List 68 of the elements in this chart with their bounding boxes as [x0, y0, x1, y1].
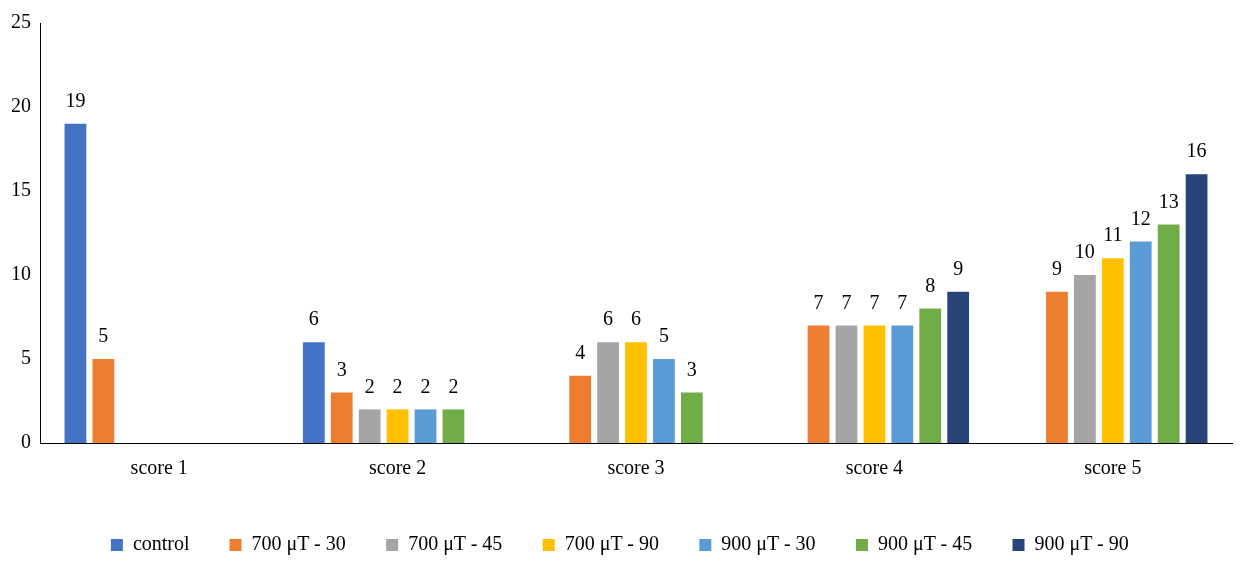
x-tick-label: score 3: [607, 456, 665, 479]
bar: [597, 342, 619, 443]
bar: [835, 325, 858, 443]
y-tick-label: 20: [11, 94, 31, 117]
data-label: 6: [308, 307, 319, 330]
bar: [64, 123, 87, 443]
data-label: 10: [1074, 240, 1095, 263]
data-label: 3: [336, 357, 347, 380]
bar: [92, 359, 115, 443]
bar: [386, 409, 409, 443]
bar: [330, 392, 353, 443]
data-label: 13: [1158, 189, 1179, 212]
bar: [569, 375, 592, 443]
legend-label: 700 μT - 45: [408, 532, 503, 556]
data-label: 3: [686, 357, 697, 380]
x-tick-label: score 1: [130, 456, 188, 479]
x-tick-label: score 5: [1084, 456, 1142, 479]
legend-label: control: [132, 532, 190, 555]
data-label: 9: [1051, 257, 1062, 280]
bar: [919, 308, 942, 443]
bar: [653, 359, 675, 443]
bar: [1046, 291, 1068, 443]
bar: [807, 325, 830, 443]
data-label: 6: [603, 307, 614, 330]
data-label: 4: [575, 341, 586, 364]
y-tick-label: 10: [11, 262, 31, 285]
bar: [680, 392, 703, 443]
bar: [1129, 241, 1152, 443]
bar: [863, 325, 886, 443]
bar: [358, 409, 381, 443]
y-tick-label: 0: [21, 430, 31, 453]
bar: [1157, 224, 1180, 443]
x-tick-label: score 4: [845, 456, 903, 479]
data-label: 12: [1130, 206, 1151, 229]
data-label: 19: [65, 89, 86, 112]
legend-label: 700 μT - 30: [251, 532, 346, 556]
data-label: 7: [841, 290, 852, 313]
data-label: 8: [925, 273, 936, 296]
data-label: 2: [364, 374, 375, 397]
data-label: 7: [813, 290, 824, 313]
bar: [1101, 258, 1124, 443]
data-label: 5: [658, 324, 669, 347]
bar: [302, 342, 325, 443]
data-label: 2: [420, 374, 431, 397]
data-label: 7: [897, 290, 908, 313]
legend-label: 700 μT - 90: [564, 532, 659, 556]
legend-label: 900 μT - 90: [1034, 532, 1129, 556]
y-tick-label: 25: [11, 10, 31, 33]
bar: [442, 409, 465, 443]
bar: [947, 291, 970, 443]
legend-label: 900 μT - 45: [877, 532, 973, 556]
y-tick-label: 5: [21, 346, 31, 369]
bar: [414, 409, 437, 443]
data-label: 6: [631, 307, 641, 330]
y-tick-label: 15: [11, 178, 31, 201]
legend-label: 900 μT - 30: [721, 532, 816, 556]
data-label: 5: [98, 324, 109, 347]
data-label: 2: [448, 374, 459, 397]
bar: [625, 342, 647, 443]
data-label: 9: [953, 257, 964, 280]
data-label: 16: [1186, 139, 1207, 162]
data-label: 11: [1103, 223, 1123, 246]
bar: [891, 325, 914, 443]
data-label: 7: [869, 290, 880, 313]
bar: [1073, 275, 1096, 443]
bar: [1185, 174, 1208, 443]
data-label: 2: [392, 374, 403, 397]
x-tick-label: score 2: [369, 456, 427, 479]
